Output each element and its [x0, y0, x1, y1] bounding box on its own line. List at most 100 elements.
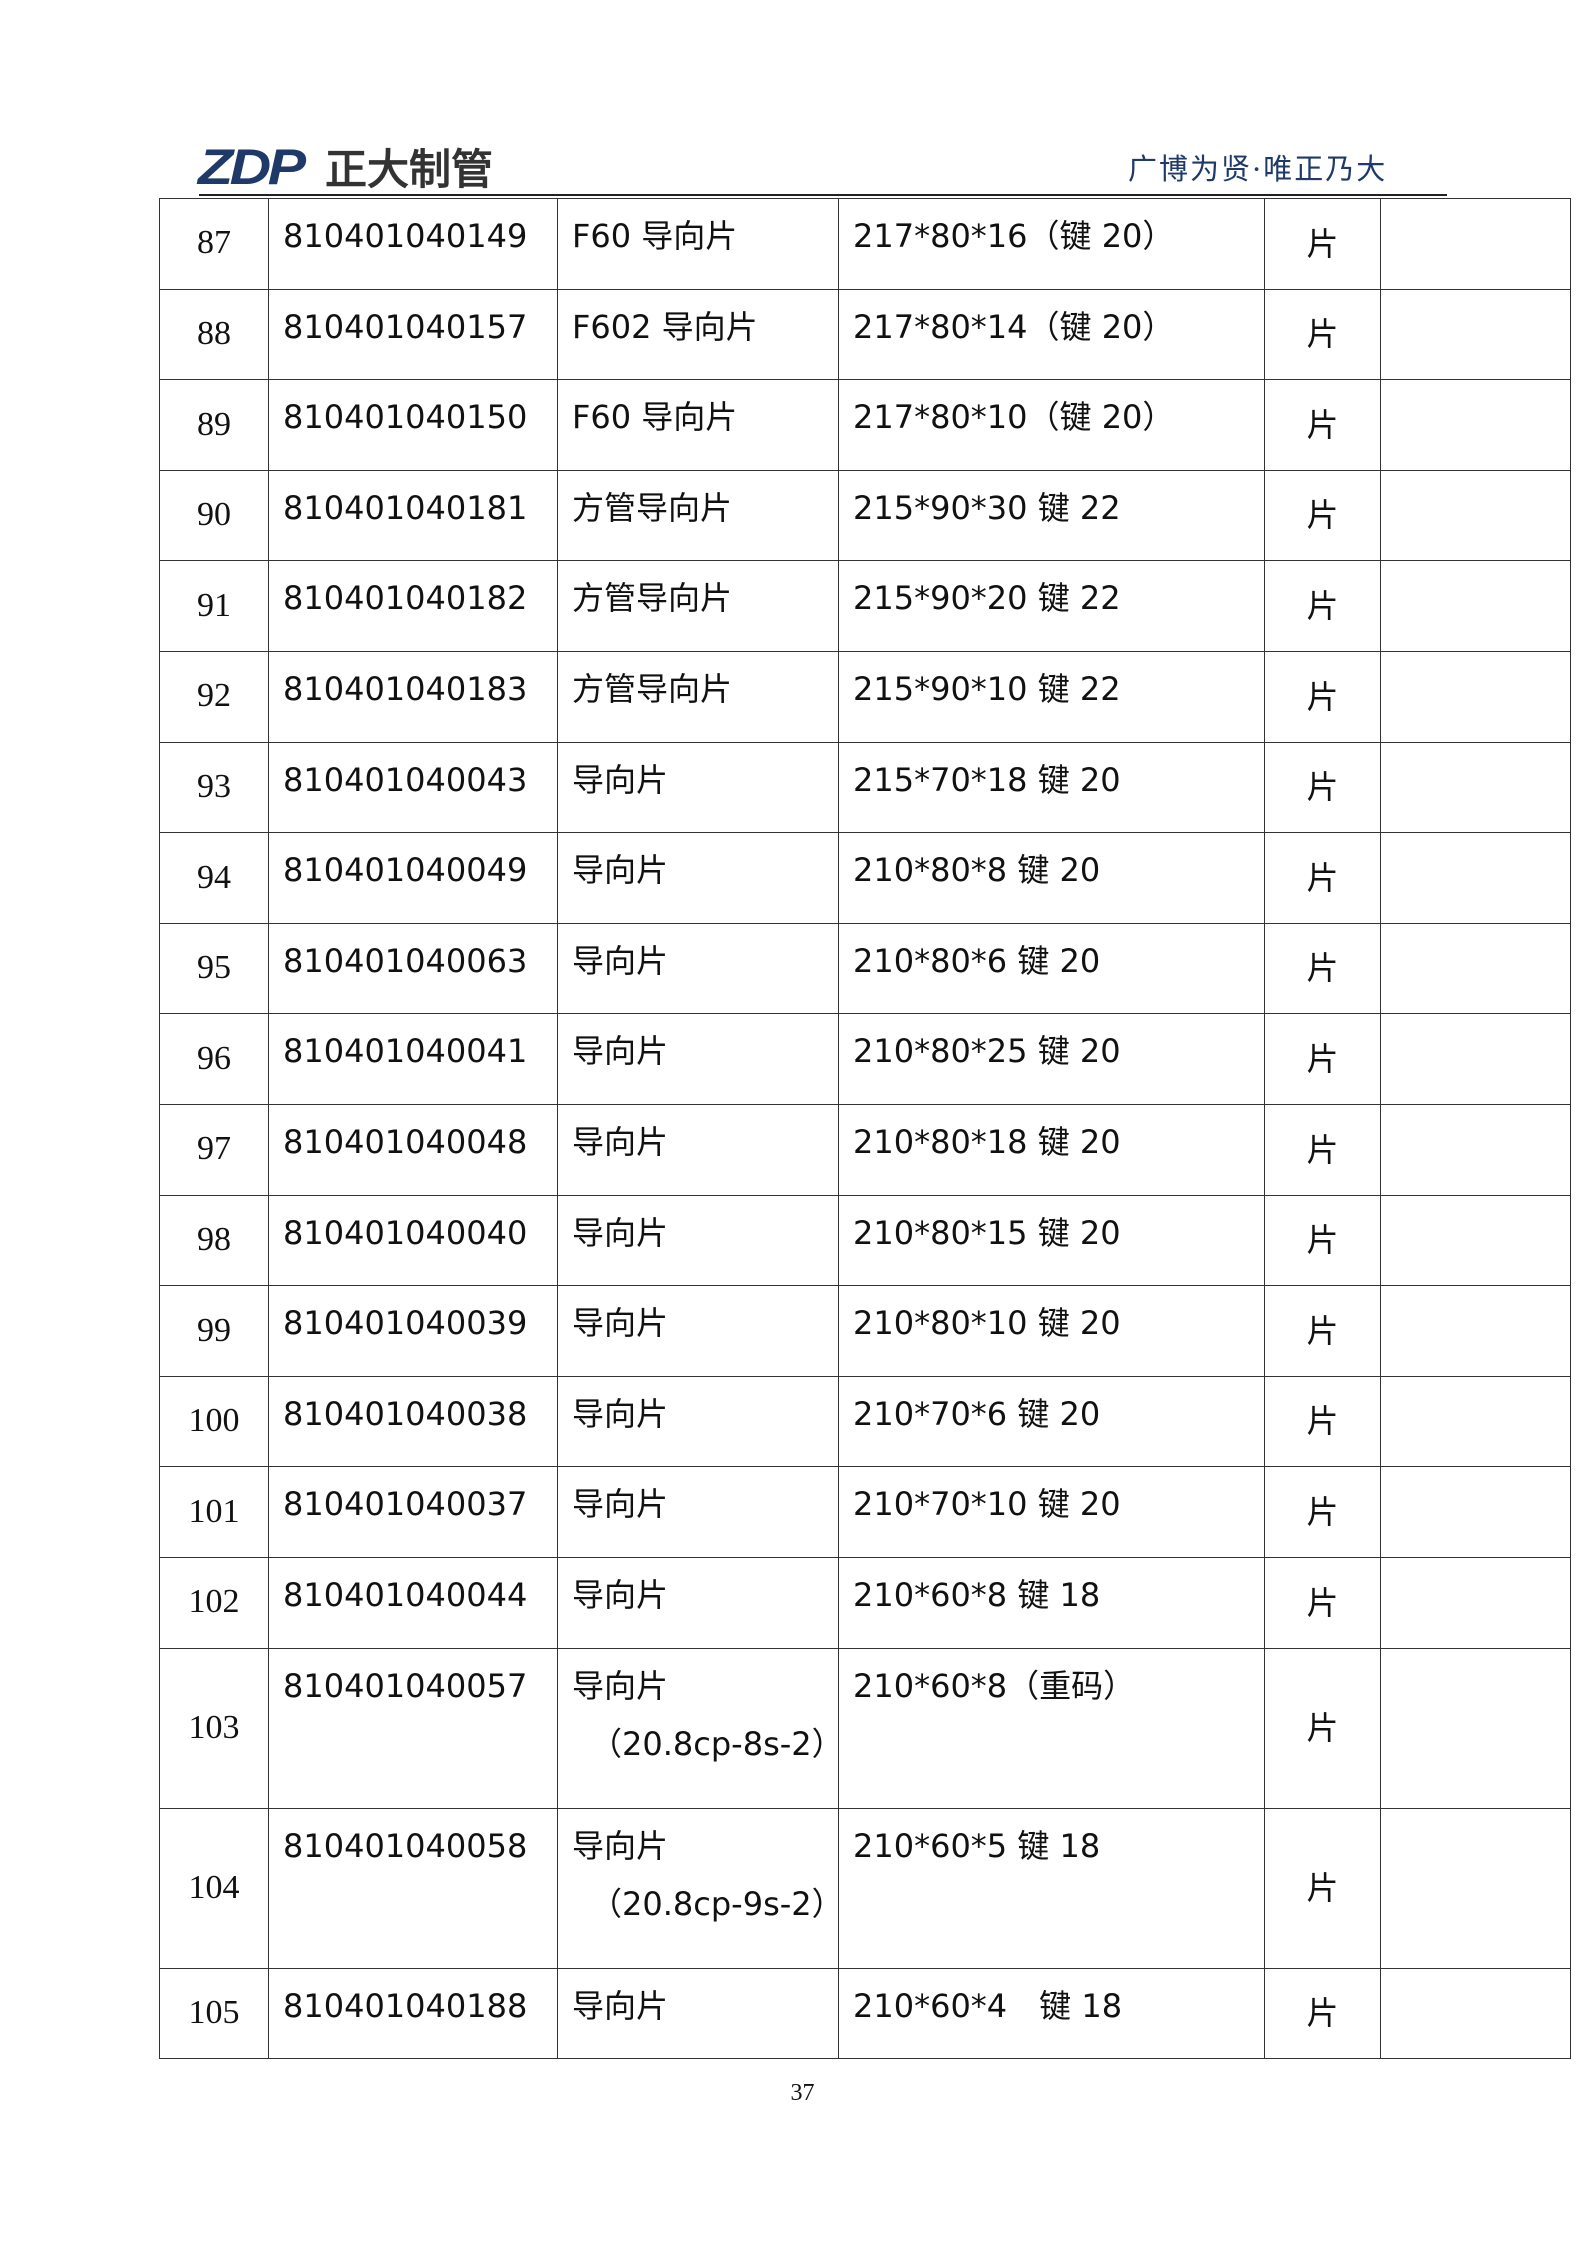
row-number: 97 [159, 1103, 269, 1196]
item-unit: 片 [1264, 1194, 1381, 1287]
item-spec-text: 210*80*25 键 20 [853, 1032, 1121, 1071]
item-spec-text: 210*80*18 键 20 [853, 1122, 1121, 1161]
item-code: 810401040183 [268, 650, 558, 743]
item-note [1380, 922, 1571, 1015]
row-number: 103 [159, 1647, 269, 1809]
item-code: 810401040043 [268, 741, 558, 834]
slogan: 广博为贤·唯正乃大 [1128, 152, 1388, 186]
item-code: 810401040038 [268, 1375, 558, 1468]
item-note [1380, 1375, 1571, 1468]
item-unit-text: 片 [1306, 586, 1339, 625]
item-code: 810401040188 [268, 1967, 558, 2060]
item-note [1380, 379, 1571, 471]
item-spec-text: 210*60*8 键 18 [853, 1575, 1101, 1614]
item-spec: 217*80*10（键 20） [838, 379, 1265, 471]
row-number-text: 99 [197, 1311, 231, 1349]
item-name: F602 导向片 [557, 288, 839, 381]
item-note [1380, 1967, 1571, 2060]
item-spec-text: 210*80*8 键 20 [853, 851, 1101, 890]
item-code-text: 810401040063 [283, 941, 528, 980]
item-unit-text: 片 [1306, 677, 1339, 716]
item-unit-text: 片 [1306, 1039, 1339, 1078]
item-unit-text: 片 [1306, 1221, 1339, 1260]
item-spec-text: 215*90*30 键 22 [853, 488, 1121, 527]
company-name: 正大制管 [325, 145, 494, 194]
item-spec-text: 210*70*10 键 20 [853, 1485, 1121, 1524]
item-code-text: 810401040157 [283, 307, 528, 346]
item-unit-text: 片 [1306, 1708, 1339, 1747]
item-unit: 片 [1264, 741, 1381, 834]
item-code-text: 810401040150 [283, 398, 528, 437]
table-row: 94 810401040049 导向片 210*80*8 键 20 片 [159, 832, 1571, 924]
row-number: 95 [159, 922, 269, 1015]
item-spec: 210*60*5 键 18 [838, 1807, 1265, 1969]
item-code: 810401040040 [268, 1194, 558, 1287]
item-unit: 片 [1264, 1013, 1381, 1105]
item-code: 810401040041 [268, 1013, 558, 1105]
item-unit: 片 [1264, 1375, 1381, 1468]
item-name-text: 导向片 [572, 1304, 669, 1343]
item-unit-text: 片 [1306, 1994, 1339, 2033]
item-note [1380, 832, 1571, 924]
table-row: 102 810401040044 导向片 210*60*8 键 18 片 [159, 1556, 1571, 1649]
item-name: 导向片 [557, 1375, 839, 1468]
row-number-text: 94 [197, 858, 231, 896]
item-code-text: 810401040038 [283, 1394, 528, 1433]
item-name: 导向片 [557, 832, 839, 924]
item-code: 810401040057 [268, 1647, 558, 1809]
item-spec-text: 210*60*4 键 18 [853, 1986, 1123, 2025]
item-code-text: 810401040057 [283, 1666, 528, 1705]
item-unit: 片 [1264, 560, 1381, 652]
item-code: 810401040157 [268, 288, 558, 381]
item-name-text: 导向片 [572, 1213, 669, 1252]
item-code: 810401040039 [268, 1285, 558, 1377]
item-name: 导向片 [557, 1967, 839, 2060]
row-number: 96 [159, 1013, 269, 1105]
item-spec: 217*80*14（键 20） [838, 288, 1265, 381]
item-code-text: 810401040041 [283, 1032, 528, 1071]
item-spec: 210*80*8 键 20 [838, 832, 1265, 924]
item-name: 方管导向片 [557, 560, 839, 652]
item-name: 导向片 [557, 1013, 839, 1105]
item-name-text: 方管导向片 [572, 669, 733, 708]
item-unit-text: 片 [1306, 1868, 1339, 1907]
item-spec: 210*80*10 键 20 [838, 1285, 1265, 1377]
item-spec-text: 210*80*15 键 20 [853, 1213, 1121, 1252]
item-spec: 217*80*16（键 20） [838, 198, 1265, 290]
item-name-text: 导向片 [572, 1826, 669, 1865]
item-name-text: 导向片 [572, 760, 669, 799]
item-spec-text: 210*80*6 键 20 [853, 941, 1101, 980]
item-name-text: 导向片 [572, 851, 669, 890]
item-spec: 210*80*6 键 20 [838, 922, 1265, 1015]
row-number: 93 [159, 741, 269, 834]
row-number: 100 [159, 1375, 269, 1468]
row-number-text: 96 [197, 1039, 231, 1077]
item-spec: 210*80*15 键 20 [838, 1194, 1265, 1287]
item-spec-text: 210*60*8（重码） [853, 1666, 1136, 1705]
item-unit-text: 片 [1306, 224, 1339, 263]
item-unit: 片 [1264, 1967, 1381, 2060]
item-spec: 210*80*25 键 20 [838, 1013, 1265, 1105]
item-spec: 210*60*8（重码） [838, 1647, 1265, 1809]
item-code: 810401040049 [268, 832, 558, 924]
row-number-text: 87 [197, 224, 231, 262]
item-name-sub: （20.8cp-8s-2） [590, 1724, 844, 1763]
item-spec: 215*70*18 键 20 [838, 741, 1265, 834]
row-number: 89 [159, 379, 269, 471]
item-unit-text: 片 [1306, 405, 1339, 444]
item-unit: 片 [1264, 1285, 1381, 1377]
item-code: 810401040037 [268, 1466, 558, 1558]
item-note [1380, 288, 1571, 381]
table-row: 89 810401040150 F60 导向片 217*80*10（键 20） 片 [159, 379, 1571, 471]
item-name-text: F602 导向片 [572, 307, 758, 346]
item-spec: 215*90*30 键 22 [838, 469, 1265, 562]
item-spec-text: 210*70*6 键 20 [853, 1394, 1101, 1433]
table-row: 105 810401040188 导向片 210*60*4 键 18 片 [159, 1967, 1571, 2060]
item-note [1380, 198, 1571, 290]
item-unit: 片 [1264, 922, 1381, 1015]
item-name-text: 导向片 [572, 941, 669, 980]
table-row: 91 810401040182 方管导向片 215*90*20 键 22 片 [159, 560, 1571, 652]
page-number: 37 [790, 2080, 815, 2106]
item-spec: 210*70*10 键 20 [838, 1466, 1265, 1558]
item-unit-text: 片 [1306, 1311, 1339, 1350]
